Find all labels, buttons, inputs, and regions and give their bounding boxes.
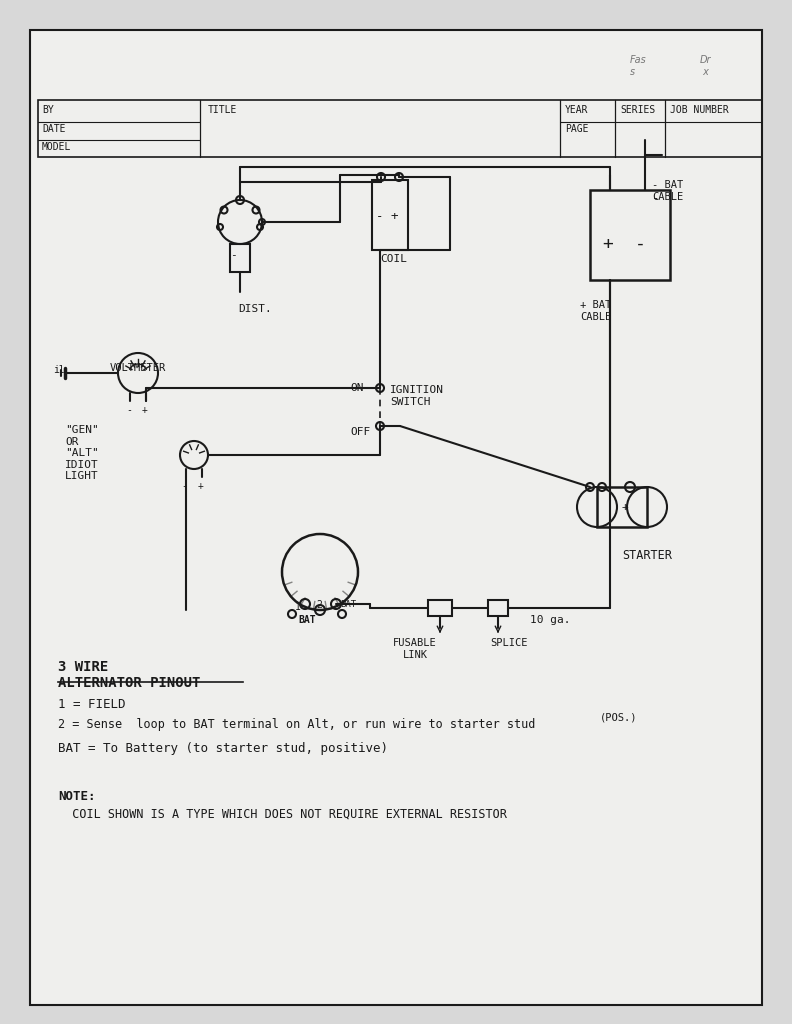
- Text: Fas
s: Fas s: [630, 55, 647, 77]
- Text: TITLE: TITLE: [208, 105, 238, 115]
- Text: +: +: [198, 481, 204, 490]
- Text: DIST.: DIST.: [238, 304, 272, 314]
- Text: -: -: [181, 481, 187, 490]
- Text: IGNITION
SWITCH: IGNITION SWITCH: [390, 385, 444, 407]
- Text: 10 ga.: 10 ga.: [530, 615, 570, 625]
- Text: +: +: [390, 210, 398, 223]
- Text: -: -: [126, 406, 132, 415]
- Text: SPLICE: SPLICE: [490, 638, 527, 648]
- Text: -: -: [652, 193, 660, 205]
- Text: BAT: BAT: [340, 600, 356, 609]
- Text: BAT: BAT: [298, 615, 316, 625]
- Bar: [597, 487, 647, 527]
- Text: - BAT
CABLE: - BAT CABLE: [652, 180, 683, 202]
- Text: BAT = To Battery (to starter stud, positive): BAT = To Battery (to starter stud, posit…: [58, 742, 388, 755]
- Text: 2 = Sense  loop to BAT terminal on Alt, or run wire to starter stud: 2 = Sense loop to BAT terminal on Alt, o…: [58, 718, 535, 731]
- Text: +: +: [622, 502, 628, 512]
- Text: +: +: [142, 406, 148, 415]
- Text: 1 = FIELD: 1 = FIELD: [58, 698, 125, 711]
- Text: NOTE:: NOTE:: [58, 790, 96, 803]
- Bar: [372, 180, 408, 250]
- Text: MODEL: MODEL: [42, 142, 71, 152]
- Text: -: -: [230, 250, 236, 260]
- Text: PAGE: PAGE: [565, 124, 588, 134]
- Text: DATE: DATE: [42, 124, 66, 134]
- Text: (POS.): (POS.): [600, 712, 638, 722]
- Text: "GEN"
OR
"ALT"
IDIOT
LIGHT: "GEN" OR "ALT" IDIOT LIGHT: [65, 425, 99, 481]
- Text: 3 WIRE
ALTERNATOR PINOUT: 3 WIRE ALTERNATOR PINOUT: [58, 660, 200, 690]
- Text: VOLTMETER: VOLTMETER: [110, 362, 166, 373]
- Bar: [38, 100, 762, 157]
- Text: OFF: OFF: [350, 427, 370, 437]
- Text: + BAT
CABLE: + BAT CABLE: [580, 300, 611, 322]
- Bar: [230, 244, 250, 272]
- Text: COIL SHOWN IS A TYPE WHICH DOES NOT REQUIRE EXTERNAL RESISTOR: COIL SHOWN IS A TYPE WHICH DOES NOT REQU…: [58, 808, 507, 821]
- Text: 1: 1: [295, 602, 301, 612]
- Text: ON: ON: [350, 383, 364, 393]
- Text: -: -: [376, 210, 384, 223]
- Text: 2: 2: [316, 600, 322, 610]
- Bar: [488, 600, 508, 616]
- Text: FUSABLE
LINK: FUSABLE LINK: [393, 638, 437, 659]
- Text: SERIES: SERIES: [620, 105, 655, 115]
- Text: COIL: COIL: [380, 254, 407, 264]
- Text: BY: BY: [42, 105, 54, 115]
- Bar: [428, 600, 452, 616]
- Text: YEAR: YEAR: [565, 105, 588, 115]
- Text: STARTER: STARTER: [622, 549, 672, 562]
- Text: +: +: [602, 234, 613, 253]
- Text: il: il: [53, 365, 65, 375]
- Text: Dr
 x: Dr x: [700, 55, 711, 77]
- Bar: [590, 190, 670, 280]
- Text: -: -: [635, 234, 645, 253]
- Text: JOB NUMBER: JOB NUMBER: [670, 105, 729, 115]
